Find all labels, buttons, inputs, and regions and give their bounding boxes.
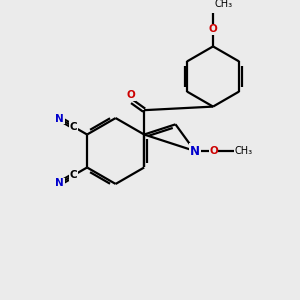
Text: O: O (126, 90, 135, 100)
Text: O: O (209, 146, 218, 156)
Text: C: C (70, 170, 77, 180)
Text: CH₃: CH₃ (235, 146, 253, 156)
Text: N: N (56, 178, 64, 188)
Text: CH₃: CH₃ (214, 0, 232, 9)
Text: N: N (190, 145, 200, 158)
Text: N: N (56, 114, 64, 124)
Text: O: O (209, 24, 218, 34)
Text: C: C (70, 122, 77, 132)
